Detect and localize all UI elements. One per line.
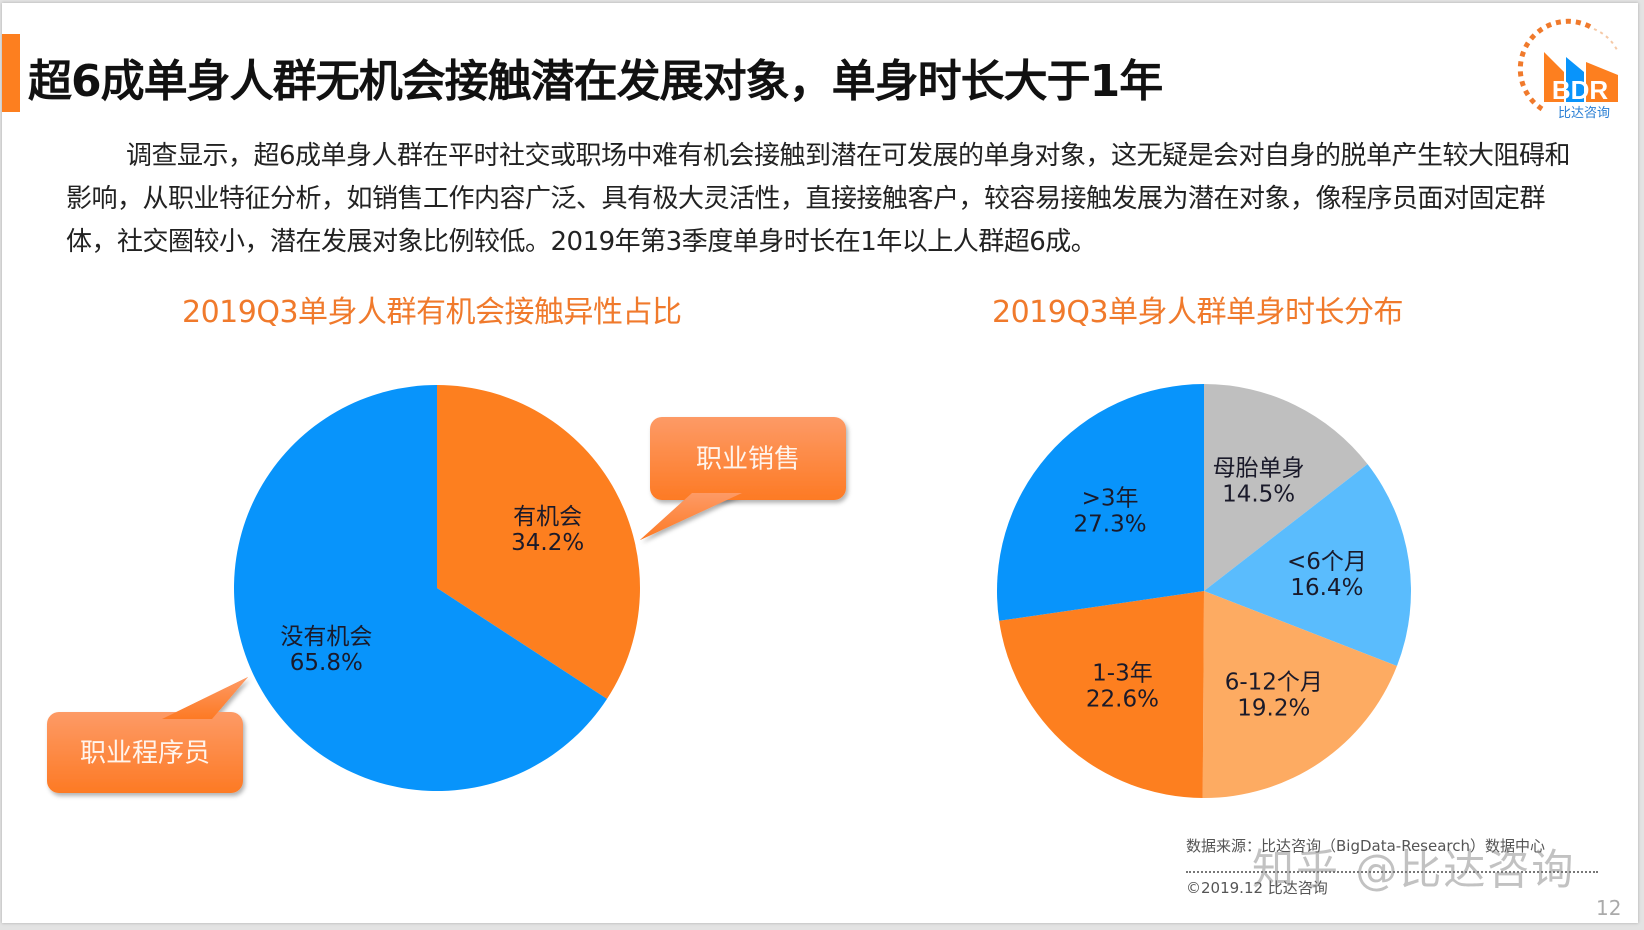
slice-value: 65.8%	[290, 650, 363, 676]
pie-slice	[1204, 464, 1411, 666]
pie-slice	[437, 384, 641, 699]
title-accent-bar	[2, 34, 20, 112]
callout-box	[650, 417, 846, 500]
slice-value: 14.5%	[1222, 481, 1295, 507]
copyright: ©2019.12 比达咨询	[1186, 879, 1328, 897]
callout-text: 职业销售	[696, 445, 800, 475]
data-source: 数据来源：比达咨询（BigData-Research）数据中心	[1186, 837, 1546, 855]
callout-text: 职业程序员	[80, 739, 210, 769]
slice-label: 6-12个月	[1225, 670, 1323, 696]
bdr-logo-icon: BDR 比达咨询	[1517, 18, 1619, 121]
slice-label: 母胎单身	[1213, 455, 1305, 481]
logo-dashed-ring	[1517, 18, 1596, 112]
slice-value: 16.4%	[1290, 575, 1363, 601]
callout-programmer: 职业程序员	[47, 677, 248, 793]
slice-label: 有机会	[513, 504, 582, 530]
slice-value: 27.3%	[1074, 512, 1147, 538]
chart-title-contact: 2019Q3单身人群有机会接触异性占比	[182, 295, 682, 330]
slide-title: 超6成单身人群无机会接触潜在发展对象，单身时长大于1年	[28, 56, 1163, 107]
slide: 超6成单身人群无机会接触潜在发展对象，单身时长大于1年 BDR 比达咨询 调查显…	[2, 3, 1638, 923]
slice-value: 22.6%	[1086, 687, 1159, 713]
slice-value: 19.2%	[1237, 696, 1310, 722]
slice-label: 1-3年	[1092, 661, 1153, 687]
body-text: 调查显示，超6成单身人群在平时社交或职场中难有机会接触到潜在可发展的单身对象，这…	[66, 141, 1571, 257]
callout-sales: 职业销售	[640, 417, 846, 540]
pie-slice	[999, 591, 1204, 798]
pie-slice	[1204, 383, 1368, 591]
callout-box	[47, 712, 243, 793]
logo-name: 比达咨询	[1558, 106, 1610, 121]
pie-slice	[1202, 591, 1397, 798]
pie-slice	[233, 384, 608, 791]
slice-value: 34.2%	[511, 530, 584, 556]
slice-label: 没有机会	[280, 624, 372, 650]
slice-label: <6个月	[1287, 549, 1367, 575]
logo-brand: BDR	[1552, 75, 1609, 105]
chart-title-duration: 2019Q3单身人群单身时长分布	[992, 295, 1404, 330]
pie-slice	[996, 384, 1204, 621]
page-number: 12	[1596, 896, 1622, 920]
body-paragraph: 调查显示，超6成单身人群在平时社交或职场中难有机会接触到潜在可发展的单身对象，这…	[66, 135, 1586, 264]
slice-label: >3年	[1082, 486, 1139, 512]
watermark: 知乎 @比达咨询	[1252, 845, 1576, 894]
footer-divider	[1186, 871, 1598, 873]
